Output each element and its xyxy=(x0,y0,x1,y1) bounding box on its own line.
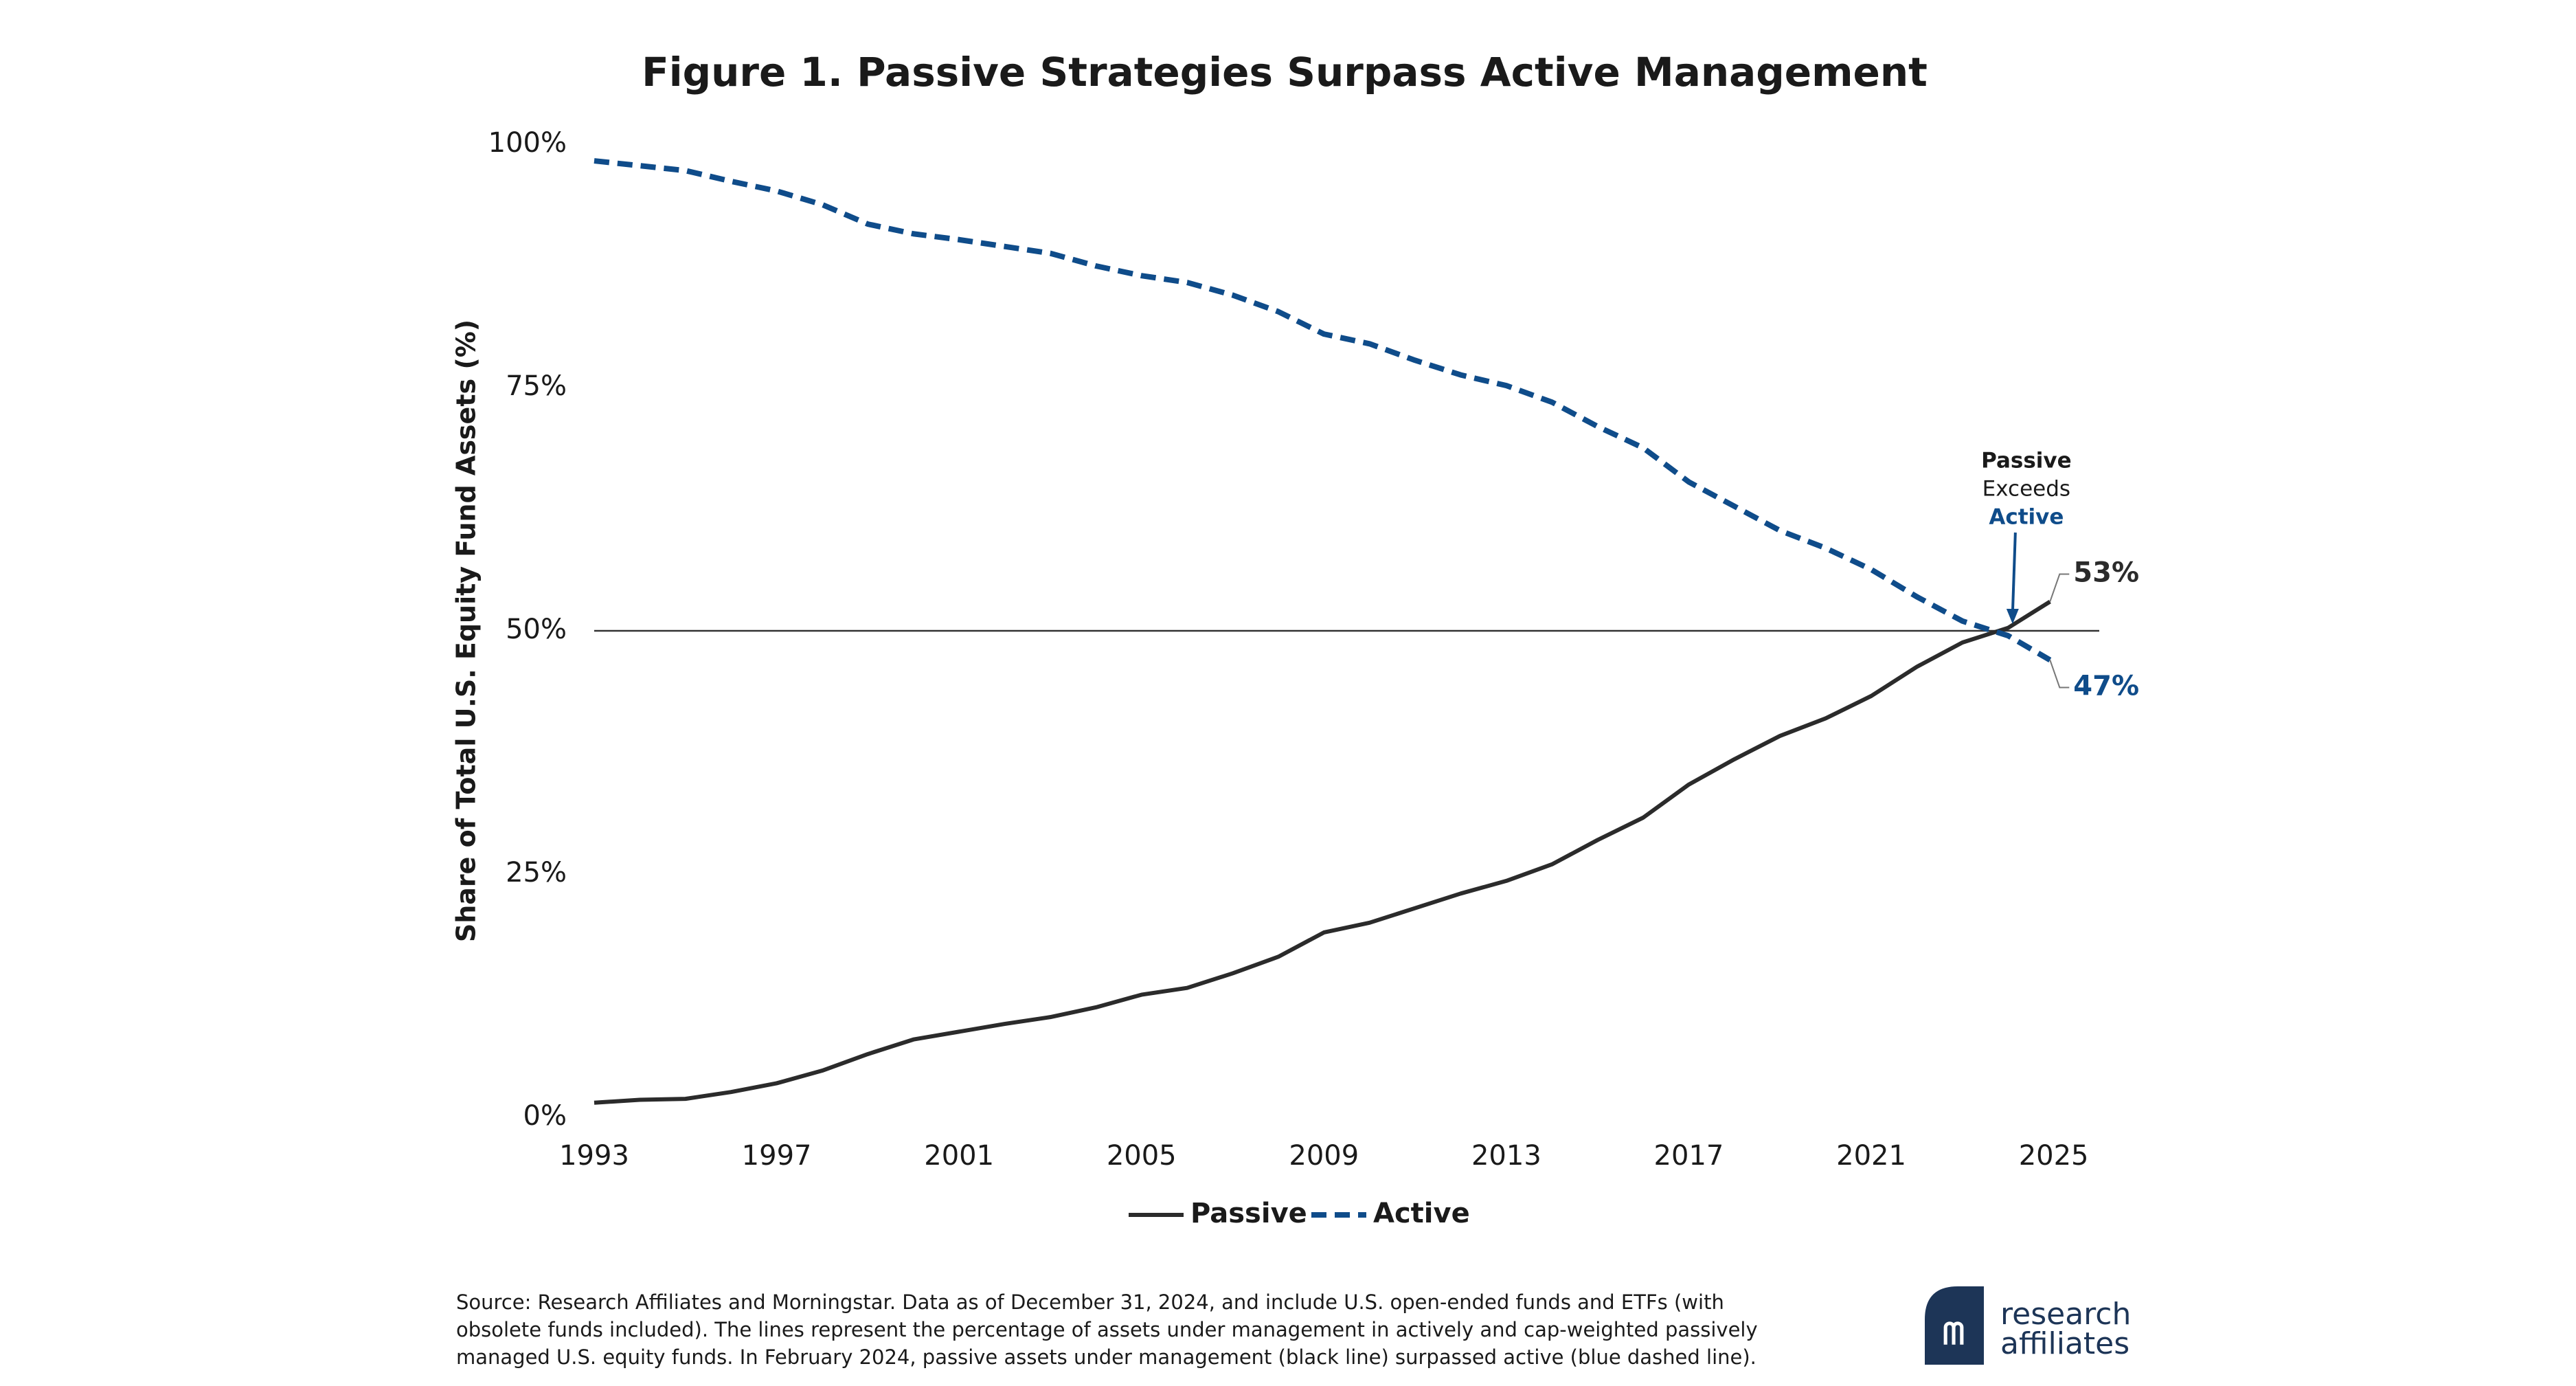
logo: ᗰ research affiliates xyxy=(1925,1286,2131,1365)
logo-text: affiliates xyxy=(2000,1326,2129,1361)
logo-text: research xyxy=(2000,1297,2131,1332)
x-tick-label: 2021 xyxy=(1836,1140,1906,1172)
series-line xyxy=(594,599,2051,1105)
x-tick-label: 1993 xyxy=(559,1140,629,1172)
annotation-arrowhead xyxy=(2006,609,2019,624)
label-connector xyxy=(2049,573,2070,602)
legend-label: Passive xyxy=(1190,1198,1307,1229)
y-tick-label: 50% xyxy=(506,614,567,645)
source-note: obsolete funds included). The lines repr… xyxy=(456,1318,1758,1341)
x-tick-label: 1997 xyxy=(742,1140,812,1172)
y-tick-label: 25% xyxy=(506,857,567,888)
end-label: 47% xyxy=(2073,670,2139,702)
x-tick-label: 2009 xyxy=(1289,1140,1359,1172)
annotation-text: Passive xyxy=(1981,449,2072,473)
logo-mark xyxy=(1925,1286,1984,1365)
series-line xyxy=(594,158,2052,662)
source-note: managed U.S. equity funds. In February 2… xyxy=(456,1345,1756,1369)
legend-label: Active xyxy=(1373,1198,1470,1229)
x-tick-label: 2017 xyxy=(1654,1140,1724,1172)
annotation-text: Active xyxy=(1989,505,2064,530)
logo-glyph: ᗰ xyxy=(1943,1317,1965,1352)
chart-title: Figure 1. Passive Strategies Surpass Act… xyxy=(642,49,1928,96)
y-tick-label: 75% xyxy=(506,370,567,402)
annotation-text: Exceeds xyxy=(1982,477,2070,502)
source-note: Source: Research Affiliates and Mornings… xyxy=(456,1290,1724,1314)
x-tick-label: 2001 xyxy=(924,1140,994,1172)
end-label: 53% xyxy=(2073,557,2139,589)
y-tick-label: 0% xyxy=(523,1100,567,1132)
x-tick-label: 2005 xyxy=(1107,1140,1177,1172)
label-connector xyxy=(2049,660,2070,689)
y-tick-label: 100% xyxy=(488,127,567,159)
annotation-arrow xyxy=(2011,532,2017,614)
y-axis-label: Share of Total U.S. Equity Fund Assets (… xyxy=(451,320,482,942)
x-tick-label: 2013 xyxy=(1471,1140,1541,1172)
x-tick-label: 2025 xyxy=(2019,1140,2089,1172)
